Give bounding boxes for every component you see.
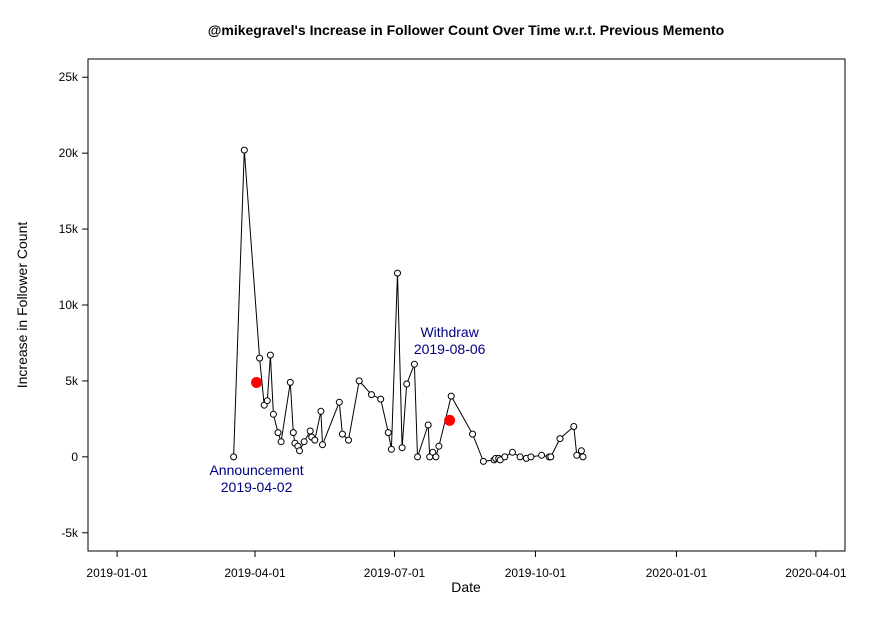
series-layer	[230, 146, 587, 465]
x-tick-label: 2019-01-01	[86, 566, 148, 580]
event-marker	[444, 414, 456, 426]
x-tick-label: 2020-04-01	[785, 566, 847, 580]
y-tick-label: -5k	[61, 526, 79, 540]
data-point	[300, 438, 308, 446]
chart-title: @mikegravel's Increase in Follower Count…	[208, 22, 724, 38]
data-point	[345, 436, 352, 444]
y-axis-label: Increase in Follower Count	[14, 222, 30, 389]
y-tick-label: 5k	[65, 374, 79, 388]
data-point	[432, 453, 440, 461]
event-annotation: 2019-08-06	[414, 341, 486, 357]
data-point	[335, 398, 343, 406]
data-point	[579, 453, 587, 461]
data-point	[394, 269, 401, 277]
y-tick-label: 0	[71, 450, 78, 464]
highlight-layer	[251, 376, 456, 426]
x-tick-label: 2019-07-01	[364, 566, 426, 580]
x-tick-label: 2019-04-01	[224, 566, 286, 580]
plot-frame	[87, 58, 846, 552]
event-annotation: 2019-04-02	[221, 479, 293, 495]
data-point	[289, 429, 297, 437]
x-axis: 2019-01-01 2019-04-01 2019-07-01 2019-10-01…	[86, 550, 847, 580]
data-point	[570, 423, 578, 430]
data-point	[435, 442, 443, 450]
x-tick-label: 2020-01-01	[646, 566, 708, 580]
data-point	[368, 391, 375, 399]
y-axis: -5k 0 5k 10k 15k 20k 25k	[59, 70, 88, 540]
data-point	[538, 451, 546, 459]
event-marker	[251, 376, 263, 388]
data-point	[398, 444, 406, 452]
data-point	[277, 438, 285, 446]
data-point	[296, 447, 303, 455]
data-point	[306, 427, 314, 435]
data-point	[479, 457, 487, 465]
x-tick-label: 2019-10-01	[505, 566, 567, 580]
data-point	[469, 430, 477, 438]
data-point	[377, 395, 385, 403]
series-line	[233, 150, 584, 462]
data-point	[266, 351, 274, 359]
data-point	[338, 430, 346, 438]
data-point	[256, 354, 264, 362]
data-point	[577, 447, 585, 455]
data-point	[424, 421, 432, 429]
x-axis-label: Date	[451, 579, 481, 595]
data-point	[240, 146, 248, 154]
data-point	[355, 377, 363, 385]
data-point	[547, 453, 555, 461]
y-tick-label: 25k	[59, 70, 79, 84]
data-point	[527, 453, 535, 461]
event-annotation: Withdraw	[420, 324, 479, 340]
data-point	[319, 441, 326, 449]
data-point	[274, 429, 282, 437]
y-tick-label: 20k	[59, 146, 79, 160]
data-point	[501, 453, 509, 461]
data-point	[263, 397, 271, 405]
data-point	[311, 436, 319, 444]
data-point	[269, 410, 277, 418]
y-tick-label: 15k	[59, 222, 79, 236]
data-point	[509, 448, 516, 456]
data-point	[403, 380, 411, 388]
data-point	[414, 453, 421, 461]
data-point	[516, 453, 524, 461]
event-annotation: Announcement	[209, 462, 303, 478]
data-point	[573, 451, 581, 459]
data-point	[556, 435, 564, 443]
y-tick-label: 10k	[59, 298, 79, 312]
data-point	[384, 429, 392, 437]
data-point	[410, 360, 418, 368]
data-point	[230, 453, 238, 461]
data-point	[286, 378, 294, 386]
data-point	[387, 445, 395, 453]
data-point	[317, 407, 325, 415]
data-point	[447, 392, 455, 400]
